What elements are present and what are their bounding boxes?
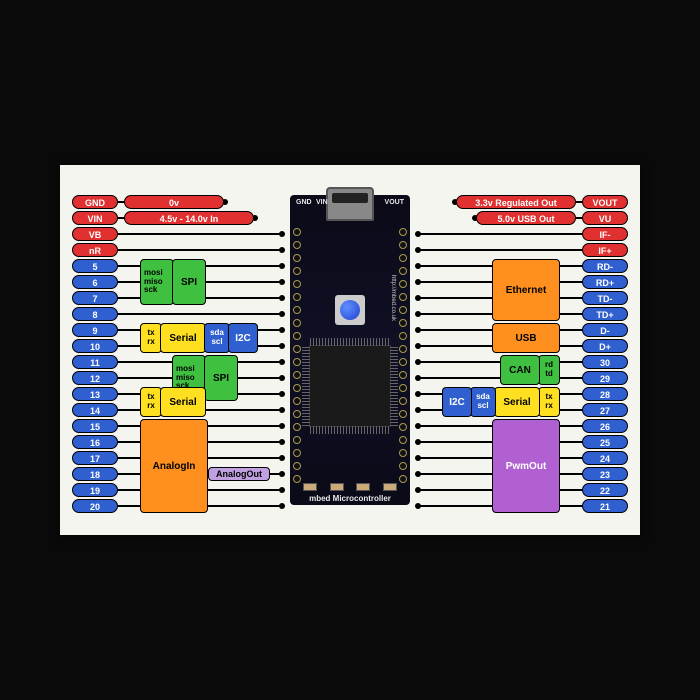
right-pin-column: VOUT VU IF- IF+ RD- RD+ TD- TD+ D- D+ 30 29 28 27 26 25… xyxy=(582,195,628,513)
serial3-lines: txrx xyxy=(538,387,560,417)
pinout-card: GND VIN VOUT http://mbed.co.uk mbed Micr… xyxy=(60,165,640,535)
pcb-url: http://mbed.co.uk xyxy=(390,275,396,321)
serial2-label: Serial xyxy=(160,387,206,417)
spi1-lines: mosimisosck xyxy=(140,259,174,305)
pin-29: 29 xyxy=(582,371,628,385)
pin-vu: VU xyxy=(582,211,628,225)
ethernet-label: Ethernet xyxy=(492,259,560,321)
pin-12: 12 xyxy=(72,371,118,385)
spi1-label: SPI xyxy=(172,259,206,305)
pin-19: 19 xyxy=(72,483,118,497)
serial3-label: Serial xyxy=(494,387,540,417)
usb-connector xyxy=(326,187,374,221)
pin-vb: VB xyxy=(72,227,118,241)
pin-28: 28 xyxy=(582,387,628,401)
pin-td-: TD- xyxy=(582,291,628,305)
pin-13: 13 xyxy=(72,387,118,401)
can-lines: rdtd xyxy=(538,355,560,385)
pin-14: 14 xyxy=(72,403,118,417)
pcb-board: GND VIN VOUT http://mbed.co.uk mbed Micr… xyxy=(290,195,410,505)
led-row xyxy=(290,483,410,491)
desc-vu: 5.0v USB Out xyxy=(476,211,576,225)
desc-vout: 3.3v Regulated Out xyxy=(456,195,576,209)
pin-holes-left xyxy=(293,225,301,485)
pin-15: 15 xyxy=(72,419,118,433)
left-pin-column: GND VIN VB nR 5 6 7 8 9 10 11 12 13 14 15 16 17 18 19 20 xyxy=(72,195,118,513)
i2c2-lines: sdascl xyxy=(470,387,496,417)
pin-11: 11 xyxy=(72,355,118,369)
serial2-lines: txrx xyxy=(140,387,162,417)
reset-button xyxy=(335,295,365,325)
pin-27: 27 xyxy=(582,403,628,417)
can-label: CAN xyxy=(500,355,540,385)
pin-td+: TD+ xyxy=(582,307,628,321)
pin-23: 23 xyxy=(582,467,628,481)
pin-holes-right xyxy=(399,225,407,485)
pin-6: 6 xyxy=(72,275,118,289)
pin-30: 30 xyxy=(582,355,628,369)
i2c2-label: I2C xyxy=(442,387,472,417)
pin-5: 5 xyxy=(72,259,118,273)
analogout-label: AnalogOut xyxy=(208,467,270,481)
pin-21: 21 xyxy=(582,499,628,513)
pin-if+: IF+ xyxy=(582,243,628,257)
pin-18: 18 xyxy=(72,467,118,481)
spi2-label: SPI xyxy=(204,355,238,401)
pcb-bottom-label: mbed Microcontroller xyxy=(290,494,410,503)
usb-label: USB xyxy=(492,323,560,353)
pin-7: 7 xyxy=(72,291,118,305)
pin-d+: D+ xyxy=(582,339,628,353)
desc-vin: 4.5v - 14.0v In xyxy=(124,211,254,225)
desc-gnd: 0v xyxy=(124,195,224,209)
pin-rd+: RD+ xyxy=(582,275,628,289)
serial1-label: Serial xyxy=(160,323,206,353)
pin-if-: IF- xyxy=(582,227,628,241)
pin-25: 25 xyxy=(582,435,628,449)
analogin-label: AnalogIn xyxy=(140,419,208,513)
pin-22: 22 xyxy=(582,483,628,497)
pin-d-: D- xyxy=(582,323,628,337)
pwmout-label: PwmOut xyxy=(492,419,560,513)
i2c1-lines: sdascl xyxy=(204,323,230,353)
pin-vin: VIN xyxy=(72,211,118,225)
pcb-gnd-label: GND xyxy=(296,199,312,206)
pin-nr: nR xyxy=(72,243,118,257)
pin-24: 24 xyxy=(582,451,628,465)
pin-20: 20 xyxy=(72,499,118,513)
pin-9: 9 xyxy=(72,323,118,337)
pcb-vout-label: VOUT xyxy=(385,199,404,206)
i2c1-label: I2C xyxy=(228,323,258,353)
serial1-lines: txrx xyxy=(140,323,162,353)
pcb-vin-label: VIN xyxy=(316,199,328,206)
pin-17: 17 xyxy=(72,451,118,465)
pin-rd-: RD- xyxy=(582,259,628,273)
pin-16: 16 xyxy=(72,435,118,449)
pin-vout: VOUT xyxy=(582,195,628,209)
pin-gnd: GND xyxy=(72,195,118,209)
pin-8: 8 xyxy=(72,307,118,321)
mcu-chip xyxy=(309,345,391,427)
pin-10: 10 xyxy=(72,339,118,353)
pin-26: 26 xyxy=(582,419,628,433)
